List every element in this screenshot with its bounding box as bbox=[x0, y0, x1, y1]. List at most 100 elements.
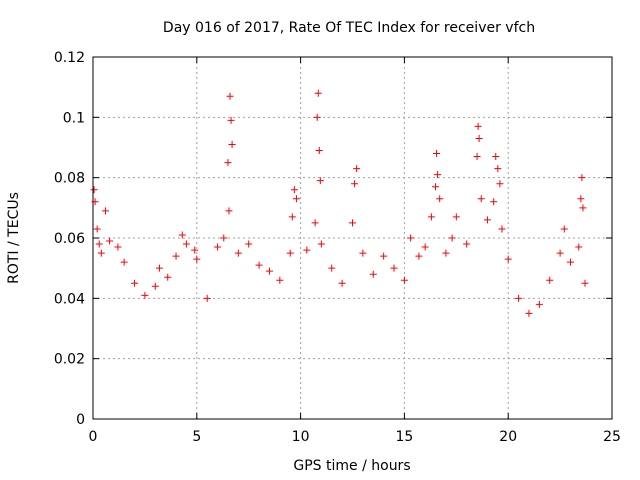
data-point bbox=[224, 159, 232, 167]
data-point bbox=[95, 240, 103, 248]
data-point bbox=[560, 225, 568, 233]
data-point bbox=[353, 165, 361, 173]
data-point bbox=[315, 147, 323, 155]
data-point bbox=[90, 186, 98, 194]
data-point bbox=[400, 276, 408, 284]
data-point bbox=[141, 291, 149, 299]
data-point bbox=[463, 240, 471, 248]
data-point bbox=[288, 213, 296, 221]
data-point bbox=[314, 89, 322, 97]
data-point bbox=[178, 231, 186, 239]
data-point bbox=[214, 243, 222, 251]
data-point bbox=[328, 264, 336, 272]
data-point bbox=[286, 249, 294, 257]
data-point bbox=[433, 150, 441, 158]
data-point bbox=[193, 255, 201, 263]
y-tick-label: 0.04 bbox=[54, 291, 85, 307]
data-point bbox=[290, 186, 298, 194]
y-tick-label: 0 bbox=[76, 412, 85, 428]
data-point bbox=[225, 207, 233, 215]
data-point bbox=[442, 249, 450, 257]
data-point bbox=[434, 171, 442, 179]
data-point bbox=[436, 195, 444, 203]
data-point bbox=[427, 213, 435, 221]
data-point bbox=[494, 165, 502, 173]
y-tick-label: 0.08 bbox=[54, 171, 85, 187]
y-tick-label: 0.12 bbox=[54, 50, 85, 66]
data-point bbox=[515, 294, 523, 302]
data-point bbox=[303, 246, 311, 254]
data-point bbox=[101, 207, 109, 215]
data-point bbox=[245, 240, 253, 248]
data-point bbox=[578, 174, 586, 182]
data-point bbox=[97, 249, 105, 257]
data-point bbox=[581, 279, 589, 287]
x-tick-label: 15 bbox=[395, 429, 413, 445]
x-tick-label: 25 bbox=[603, 429, 621, 445]
data-point bbox=[182, 240, 190, 248]
y-tick-label: 0.02 bbox=[54, 352, 85, 368]
x-tick-label: 10 bbox=[292, 429, 310, 445]
data-point bbox=[492, 153, 500, 161]
data-point bbox=[311, 219, 319, 227]
data-point bbox=[338, 279, 346, 287]
grid-lines bbox=[93, 57, 612, 419]
data-point bbox=[155, 264, 163, 272]
data-point bbox=[380, 252, 388, 260]
data-point bbox=[421, 243, 429, 251]
data-point bbox=[577, 195, 585, 203]
x-axis-label: GPS time / hours bbox=[293, 458, 410, 474]
data-point bbox=[151, 282, 159, 290]
data-point bbox=[415, 252, 423, 260]
data-point bbox=[575, 243, 583, 251]
data-point bbox=[172, 252, 180, 260]
data-point bbox=[226, 92, 234, 100]
data-point bbox=[316, 177, 324, 185]
x-tick-label: 0 bbox=[89, 429, 98, 445]
data-point bbox=[556, 249, 564, 257]
data-point bbox=[191, 246, 199, 254]
y-axis-label: ROTI / TECUs bbox=[6, 192, 22, 284]
data-point bbox=[313, 113, 321, 121]
data-point bbox=[203, 294, 211, 302]
y-tick-label: 0.1 bbox=[63, 110, 85, 126]
x-axis-ticks: 0 5 10 15 20 25 bbox=[89, 57, 621, 445]
data-point bbox=[255, 261, 263, 269]
data-point bbox=[349, 219, 356, 227]
data-point bbox=[496, 180, 504, 188]
data-point bbox=[359, 249, 367, 257]
data-point bbox=[114, 243, 122, 251]
data-point bbox=[535, 300, 543, 308]
data-point bbox=[504, 255, 512, 263]
data-point bbox=[227, 116, 235, 124]
data-point bbox=[452, 213, 460, 221]
data-point bbox=[546, 276, 554, 284]
data-point bbox=[131, 279, 139, 287]
data-point bbox=[93, 225, 101, 233]
data-point bbox=[448, 234, 456, 242]
chart-title: Day 016 of 2017, Rate Of TEC Index for r… bbox=[163, 20, 535, 36]
data-point bbox=[474, 122, 482, 130]
data-point bbox=[228, 140, 236, 148]
data-point bbox=[498, 225, 506, 233]
data-point bbox=[407, 234, 415, 242]
data-point bbox=[106, 237, 114, 245]
data-point bbox=[432, 183, 440, 191]
data-point bbox=[473, 153, 481, 161]
data-point bbox=[369, 270, 377, 278]
data-point bbox=[579, 204, 587, 212]
y-axis-ticks: 0 0.02 0.04 0.06 0.08 0.1 0.12 bbox=[54, 50, 612, 428]
data-point bbox=[351, 180, 359, 188]
data-point bbox=[525, 309, 533, 317]
data-point bbox=[477, 195, 485, 203]
data-point bbox=[566, 258, 574, 266]
data-point bbox=[265, 267, 273, 275]
data-point bbox=[475, 134, 483, 142]
data-point bbox=[234, 249, 242, 257]
data-point bbox=[490, 198, 498, 206]
data-point bbox=[292, 195, 300, 203]
x-tick-label: 20 bbox=[499, 429, 517, 445]
data-point bbox=[220, 234, 228, 242]
data-point bbox=[317, 240, 325, 248]
